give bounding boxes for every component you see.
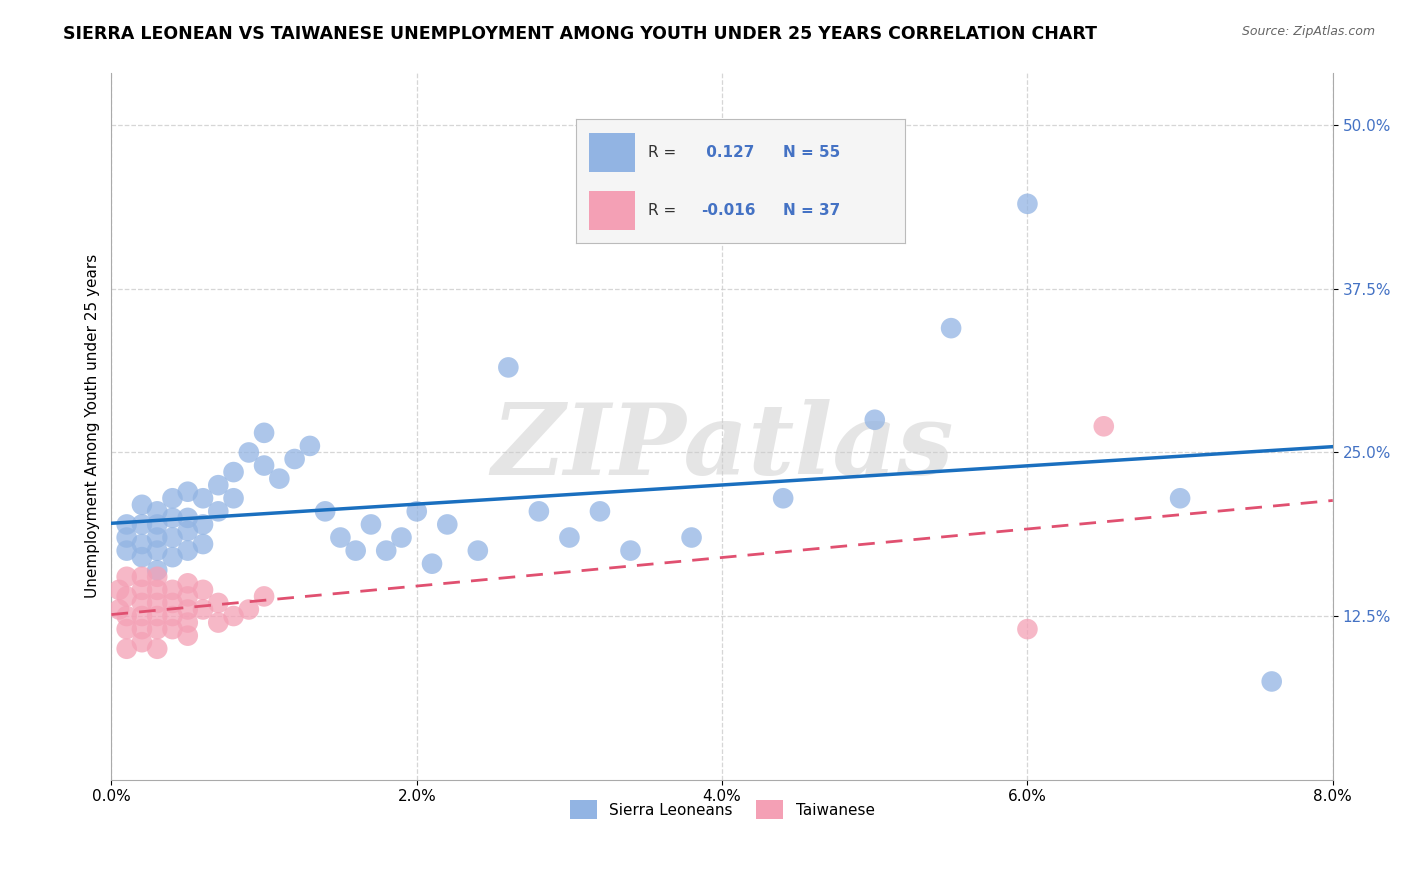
- Point: [115, 622, 138, 636]
- Point: [298, 439, 321, 453]
- Point: [162, 511, 184, 525]
- Point: [329, 531, 352, 545]
- Point: [939, 321, 962, 335]
- Point: [115, 590, 138, 604]
- Point: [162, 550, 184, 565]
- Point: [146, 622, 169, 636]
- Point: [222, 465, 245, 479]
- Point: [436, 517, 458, 532]
- Point: [238, 602, 260, 616]
- Legend: Sierra Leoneans, Taiwanese: Sierra Leoneans, Taiwanese: [564, 794, 880, 825]
- Point: [207, 596, 229, 610]
- Point: [131, 570, 153, 584]
- Point: [269, 472, 291, 486]
- Point: [863, 413, 886, 427]
- Point: [191, 537, 214, 551]
- Point: [1260, 674, 1282, 689]
- Point: [191, 491, 214, 506]
- Point: [131, 498, 153, 512]
- Point: [146, 641, 169, 656]
- Point: [619, 543, 641, 558]
- Point: [391, 531, 413, 545]
- Point: [207, 504, 229, 518]
- Point: [162, 622, 184, 636]
- Point: [191, 602, 214, 616]
- Point: [131, 582, 153, 597]
- Point: [681, 531, 703, 545]
- Point: [115, 641, 138, 656]
- Point: [253, 458, 276, 473]
- Text: SIERRA LEONEAN VS TAIWANESE UNEMPLOYMENT AMONG YOUTH UNDER 25 YEARS CORRELATION : SIERRA LEONEAN VS TAIWANESE UNEMPLOYMENT…: [63, 25, 1097, 43]
- Point: [108, 602, 131, 616]
- Point: [191, 517, 214, 532]
- Point: [558, 531, 581, 545]
- Point: [177, 576, 200, 591]
- Point: [115, 609, 138, 624]
- Point: [146, 563, 169, 577]
- Point: [146, 582, 169, 597]
- Point: [222, 609, 245, 624]
- Point: [253, 590, 276, 604]
- Point: [162, 531, 184, 545]
- Point: [146, 504, 169, 518]
- Point: [1168, 491, 1191, 506]
- Point: [177, 524, 200, 538]
- Point: [177, 590, 200, 604]
- Point: [162, 491, 184, 506]
- Point: [420, 557, 443, 571]
- Point: [360, 517, 382, 532]
- Point: [162, 596, 184, 610]
- Text: Source: ZipAtlas.com: Source: ZipAtlas.com: [1241, 25, 1375, 38]
- Point: [146, 609, 169, 624]
- Point: [284, 452, 307, 467]
- Point: [177, 629, 200, 643]
- Y-axis label: Unemployment Among Youth under 25 years: Unemployment Among Youth under 25 years: [86, 254, 100, 599]
- Point: [1017, 197, 1039, 211]
- Point: [177, 615, 200, 630]
- Point: [108, 582, 131, 597]
- Point: [115, 531, 138, 545]
- Point: [344, 543, 367, 558]
- Point: [527, 504, 550, 518]
- Point: [1092, 419, 1115, 434]
- Point: [131, 517, 153, 532]
- Point: [191, 582, 214, 597]
- Point: [589, 504, 612, 518]
- Point: [131, 635, 153, 649]
- Point: [115, 517, 138, 532]
- Point: [131, 550, 153, 565]
- Text: ZIPatlas: ZIPatlas: [491, 400, 953, 496]
- Point: [162, 582, 184, 597]
- Point: [207, 615, 229, 630]
- Point: [405, 504, 427, 518]
- Point: [314, 504, 336, 518]
- Point: [115, 570, 138, 584]
- Point: [1017, 622, 1039, 636]
- Point: [146, 517, 169, 532]
- Point: [498, 360, 520, 375]
- Point: [238, 445, 260, 459]
- Point: [146, 570, 169, 584]
- Point: [177, 484, 200, 499]
- Point: [177, 543, 200, 558]
- Point: [177, 602, 200, 616]
- Point: [131, 537, 153, 551]
- Point: [222, 491, 245, 506]
- Point: [207, 478, 229, 492]
- Point: [115, 543, 138, 558]
- Point: [131, 596, 153, 610]
- Point: [131, 622, 153, 636]
- Point: [177, 511, 200, 525]
- Point: [131, 609, 153, 624]
- Point: [162, 609, 184, 624]
- Point: [375, 543, 398, 558]
- Point: [146, 596, 169, 610]
- Point: [772, 491, 794, 506]
- Point: [253, 425, 276, 440]
- Point: [146, 543, 169, 558]
- Point: [146, 531, 169, 545]
- Point: [467, 543, 489, 558]
